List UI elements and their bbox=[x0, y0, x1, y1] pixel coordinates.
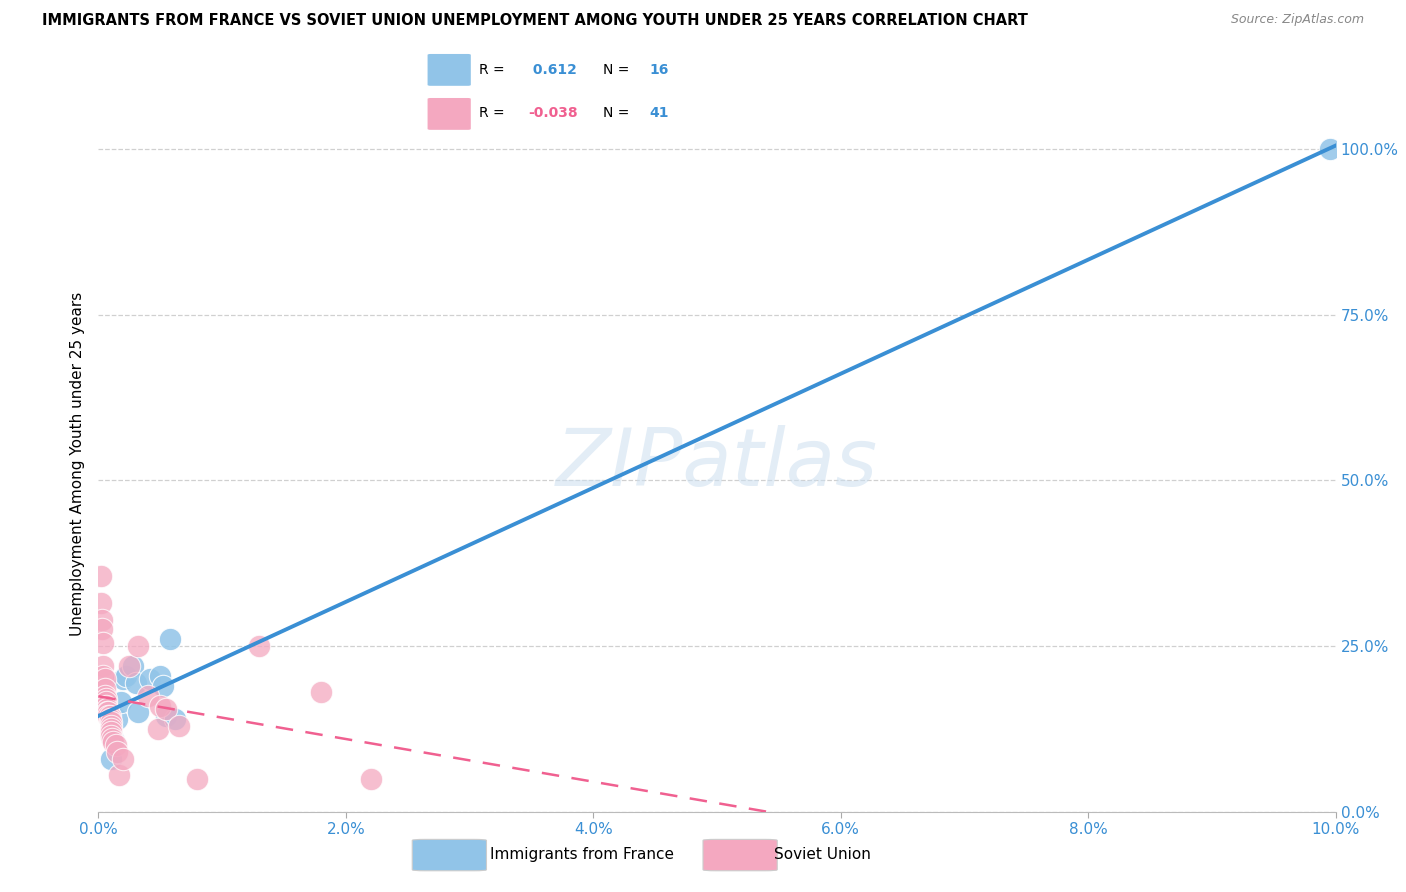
Point bbox=[93, 659, 115, 673]
Point bbox=[247, 639, 270, 653]
Point bbox=[104, 739, 127, 753]
Point bbox=[93, 636, 115, 650]
Point bbox=[100, 715, 122, 730]
Text: 16: 16 bbox=[650, 63, 669, 77]
Point bbox=[100, 752, 122, 766]
Point bbox=[98, 708, 121, 723]
Point bbox=[152, 679, 174, 693]
Point bbox=[127, 706, 149, 720]
Point bbox=[124, 675, 146, 690]
Point bbox=[360, 772, 382, 786]
FancyBboxPatch shape bbox=[703, 839, 778, 871]
FancyBboxPatch shape bbox=[427, 54, 471, 86]
Point bbox=[90, 596, 112, 610]
Point bbox=[96, 702, 118, 716]
Text: 0.612: 0.612 bbox=[529, 63, 578, 77]
Text: R =: R = bbox=[479, 106, 505, 120]
Text: 41: 41 bbox=[650, 106, 669, 120]
Point bbox=[146, 722, 169, 736]
Point bbox=[167, 718, 190, 732]
Point bbox=[159, 632, 181, 647]
Text: Immigrants from France: Immigrants from France bbox=[489, 847, 673, 862]
Point bbox=[91, 623, 114, 637]
Point bbox=[93, 669, 115, 683]
Point bbox=[93, 682, 115, 697]
Text: IMMIGRANTS FROM FRANCE VS SOVIET UNION UNEMPLOYMENT AMONG YOUTH UNDER 25 YEARS C: IMMIGRANTS FROM FRANCE VS SOVIET UNION U… bbox=[42, 13, 1028, 29]
Text: N =: N = bbox=[603, 106, 630, 120]
Y-axis label: Unemployment Among Youth under 25 years: Unemployment Among Youth under 25 years bbox=[70, 292, 86, 636]
Point bbox=[93, 689, 115, 703]
Text: N =: N = bbox=[603, 63, 630, 77]
Text: Source: ZipAtlas.com: Source: ZipAtlas.com bbox=[1230, 13, 1364, 27]
Text: R =: R = bbox=[479, 63, 505, 77]
Point bbox=[155, 708, 177, 723]
Point bbox=[94, 695, 117, 709]
Point bbox=[112, 672, 135, 686]
Point bbox=[101, 731, 124, 746]
Point bbox=[100, 729, 122, 743]
Point bbox=[93, 672, 115, 686]
Point bbox=[165, 712, 187, 726]
Point bbox=[122, 659, 145, 673]
Point bbox=[96, 706, 118, 720]
Point bbox=[149, 669, 172, 683]
Point bbox=[186, 772, 208, 786]
Point bbox=[98, 712, 121, 726]
Point bbox=[105, 745, 128, 759]
Point bbox=[94, 692, 117, 706]
Point bbox=[94, 698, 117, 713]
Point bbox=[105, 712, 128, 726]
Point bbox=[100, 722, 122, 736]
Point bbox=[97, 708, 120, 723]
Text: ZIPatlas: ZIPatlas bbox=[555, 425, 879, 503]
Text: Soviet Union: Soviet Union bbox=[775, 847, 872, 862]
Point bbox=[114, 669, 136, 683]
FancyBboxPatch shape bbox=[427, 98, 471, 130]
Point bbox=[112, 752, 135, 766]
FancyBboxPatch shape bbox=[412, 839, 486, 871]
Point bbox=[139, 672, 162, 686]
Point bbox=[110, 695, 132, 709]
Point bbox=[1319, 142, 1341, 156]
Point bbox=[103, 731, 125, 746]
Point bbox=[103, 735, 125, 749]
Point bbox=[97, 706, 120, 720]
Point bbox=[118, 659, 141, 673]
Point bbox=[91, 613, 114, 627]
Point bbox=[100, 725, 122, 739]
Point bbox=[309, 685, 332, 699]
Point bbox=[149, 698, 172, 713]
Point bbox=[127, 639, 149, 653]
Point bbox=[100, 718, 122, 732]
Point bbox=[108, 768, 131, 782]
Point bbox=[136, 689, 159, 703]
Point bbox=[155, 702, 177, 716]
Text: -0.038: -0.038 bbox=[529, 106, 578, 120]
Point bbox=[90, 569, 112, 583]
